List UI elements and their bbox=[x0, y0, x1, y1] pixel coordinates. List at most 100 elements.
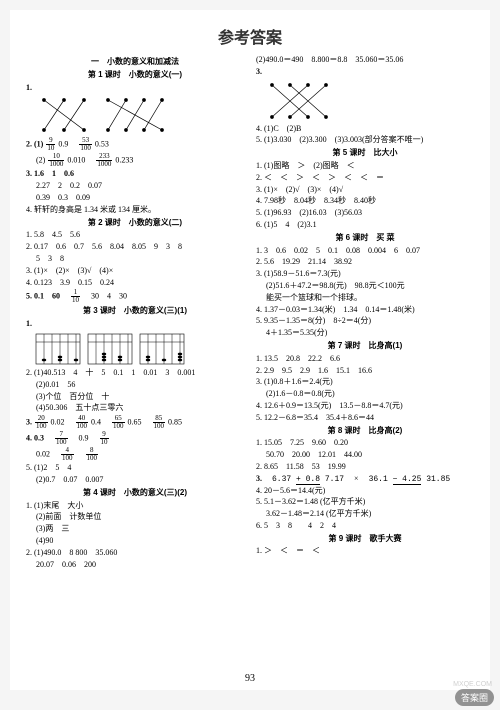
r3-label: 3. bbox=[256, 67, 474, 78]
l5q4: 4. 7.98秒 8.04秒 8.34秒 8.40秒 bbox=[256, 196, 474, 207]
l2q2: 2. 0.17 0.6 0.7 5.6 8.04 8.05 9 3 8 bbox=[26, 242, 244, 253]
q2b-t2: 0.233 bbox=[115, 156, 133, 165]
q2a: 2. (1) 910 0.9 53100 0.53 bbox=[26, 137, 244, 152]
l2q4: 4. 0.123 3.9 0.15 0.24 bbox=[26, 278, 244, 289]
l2q1: 1. 5.8 4.5 5.6 bbox=[26, 230, 244, 241]
l4q1d: (4)90 bbox=[26, 536, 244, 547]
lesson-6-title: 第 6 课时 买 菜 bbox=[256, 233, 474, 244]
l8q2: 2. 8.65 11.58 53 19.99 bbox=[256, 462, 474, 473]
frac-7-100: 7100 bbox=[55, 431, 68, 446]
vs1b: + 0.8 bbox=[296, 475, 320, 485]
l5q2: 2. ＜ ＜ ＞ ＜ ＞ ＜ ＜ ＝ bbox=[256, 173, 474, 184]
q2b-label: (2) bbox=[36, 156, 45, 165]
lesson-5-title: 第 5 课时 比大小 bbox=[256, 148, 474, 159]
l3q4b: 0.9 bbox=[79, 433, 89, 442]
l3q2a: 2. (1)40.513 4 十 5 0.1 1 0.01 3 0.001 bbox=[26, 368, 244, 379]
watermark-badge: 答案圈 bbox=[455, 689, 494, 706]
frac-10-1000: 101000 bbox=[48, 153, 64, 168]
vs2r: 31.85 bbox=[426, 475, 450, 484]
frac-53-100: 53100 bbox=[79, 137, 92, 152]
l3q4a: 4. 0.3 bbox=[26, 433, 44, 442]
l6q5: 5. 9.35－1.35＝8(分) 8÷2＝4(分) bbox=[256, 316, 474, 327]
lesson-7-title: 第 7 课时 比身高(1) bbox=[256, 341, 474, 352]
l7q4: 4. 12.6＋0.9＝13.5(元) 13.5－8.8＝4.7(元) bbox=[256, 401, 474, 412]
q2b: (2) 101000 0.010 2331000 0.233 bbox=[26, 153, 244, 168]
frac-20-100: 20100 bbox=[35, 415, 48, 430]
left-column: 一 小数的意义和加减法 第 1 课时 小数的意义(一) 1. bbox=[26, 54, 244, 571]
abacus-a bbox=[34, 332, 82, 366]
lesson-3-title: 第 3 课时 小数的意义(三)(1) bbox=[26, 306, 244, 317]
l4q1b: (2)前面 计数单位 bbox=[26, 512, 244, 523]
r-top: (2)490.0＝490 8.800＝8.8 35.060＝35.06 bbox=[256, 55, 474, 66]
q2a-label: 2. (1) bbox=[26, 140, 43, 149]
l6q3b: (2)51.6＋47.2＝98.8(元) 98.8元＜100元 bbox=[256, 281, 474, 292]
l2q5b: 30 4 30 bbox=[91, 292, 127, 301]
l5q3: 3. (1)× (2)√ (3)× (4)√ bbox=[256, 185, 474, 196]
l5q6: 6. (1)5 4 (2)3.1 bbox=[256, 220, 474, 231]
q3c: 0.39 0.3 0.09 bbox=[26, 193, 244, 204]
vs1r: 7.17 bbox=[325, 475, 344, 484]
frac-9-10b: 910 bbox=[100, 431, 109, 446]
watermark-url: MXQE.COM bbox=[453, 681, 492, 688]
frac-40-100: 40100 bbox=[76, 415, 89, 430]
frac-233-1000: 2331000 bbox=[96, 153, 112, 168]
l3q4-2: 0.02 4100 8100 bbox=[26, 447, 244, 462]
l9q1: 1. ＞ ＜ ＝ ＜ bbox=[256, 546, 474, 557]
l5q5: 5. (1)96.93 (2)16.03 (3)56.03 bbox=[256, 208, 474, 219]
l8q1: 1. 15.05 7.25 9.60 0.20 bbox=[256, 438, 474, 449]
r4b: 5. (1)3.030 (2)3.300 (3)3.003(部分答案不唯一) bbox=[256, 135, 474, 146]
l4q2b: 20.07 0.06 200 bbox=[26, 560, 244, 571]
lesson-1-title: 第 1 课时 小数的意义(一) bbox=[26, 70, 244, 81]
frac-9-10: 910 bbox=[46, 137, 55, 152]
abacus-b bbox=[86, 332, 134, 366]
cross-diagram-a bbox=[34, 95, 94, 135]
vs1a: 6.37 bbox=[272, 475, 291, 484]
right-column: (2)490.0＝490 8.800＝8.8 35.060＝35.06 3. 4… bbox=[256, 54, 474, 571]
page-number: 93 bbox=[10, 673, 490, 684]
l6q3c: 能买一个篮球和一个排球。 bbox=[256, 293, 474, 304]
unit-heading: 一 小数的意义和加减法 bbox=[26, 57, 244, 68]
l3q3: 3. 20100 0.02 40100 0.4 65100 0.65 85100… bbox=[26, 415, 244, 430]
q2a-t1: 0.9 bbox=[58, 140, 68, 149]
l7q3a: 3. (1)0.8＋1.6＝2.4(元) bbox=[256, 377, 474, 388]
abacus-row bbox=[34, 332, 244, 366]
l3q4c: 0.02 bbox=[36, 449, 50, 458]
cross-diagram-right bbox=[264, 80, 344, 122]
abacus-c bbox=[138, 332, 186, 366]
l3q1-label: 1. bbox=[26, 319, 244, 330]
l3q3-t3: 0.65 bbox=[128, 417, 142, 426]
cross-diagram-row-2 bbox=[264, 80, 474, 122]
l4q2a: 2. (1)490.0 8 800 35.060 bbox=[26, 548, 244, 559]
q3b: 2.27 2 0.2 0.07 bbox=[26, 181, 244, 192]
r4a: 4. (1)C (2)B bbox=[256, 124, 474, 135]
l6q2: 2. 5.6 19.29 21.14 38.92 bbox=[256, 257, 474, 268]
page: 参考答案 一 小数的意义和加减法 第 1 课时 小数的意义(一) 1. bbox=[10, 10, 490, 690]
page-title: 参考答案 bbox=[26, 24, 474, 48]
cross-diagram-b bbox=[100, 95, 170, 135]
vertical-add: 6.37 + 0.8 7.17 bbox=[272, 476, 344, 485]
l6q1: 1. 3 0.6 0.02 5 0.1 0.08 0.004 6 0.07 bbox=[256, 246, 474, 257]
l8q4: 4. 20－5.6＝14.4(元) bbox=[256, 486, 474, 497]
vs2b: − 4.25 bbox=[393, 475, 422, 485]
q4: 4. 轩轩的身高是 1.34 米或 134 厘米。 bbox=[26, 205, 244, 216]
l5q1: 1. (1)图略 ＞ (2)图略 ＜ bbox=[256, 161, 474, 172]
l6q5b: 4＋1.35＝5.35(分) bbox=[256, 328, 474, 339]
frac-1-10: 110 bbox=[71, 289, 80, 304]
l3q2b: (2)0.01 56 bbox=[26, 380, 244, 391]
vertical-sub: 36.1 − 4.25 31.85 bbox=[369, 476, 451, 485]
q2a-t2: 0.53 bbox=[95, 140, 109, 149]
l7q3b: (2)1.6－0.8＝0.8(元) bbox=[256, 389, 474, 400]
l3q3-t2: 0.4 bbox=[91, 417, 101, 426]
l3q4: 4. 0.3 7100 0.9 910 bbox=[26, 431, 244, 446]
l4q1a: 1. (1)末尾 大小 bbox=[26, 501, 244, 512]
lesson-2-title: 第 2 课时 小数的意义(二) bbox=[26, 218, 244, 229]
l2q5: 5. 0.1 60 110 30 4 30 bbox=[26, 289, 244, 304]
l6q3a: 3. (1)58.9－51.6＝7.3(元) bbox=[256, 269, 474, 280]
content-columns: 一 小数的意义和加减法 第 1 课时 小数的意义(一) 1. bbox=[26, 54, 474, 571]
vs2a: 36.1 bbox=[369, 475, 388, 484]
l8q6: 6. 5 3 8 4 2 4 bbox=[256, 521, 474, 532]
l4q1c: (3)两 三 bbox=[26, 524, 244, 535]
l3q5a: 5. (1)2 5 4 bbox=[26, 463, 244, 474]
l8q5a: 5. 5.1－3.62＝1.48 (亿平方千米) bbox=[256, 497, 474, 508]
frac-65-100: 65100 bbox=[112, 415, 125, 430]
